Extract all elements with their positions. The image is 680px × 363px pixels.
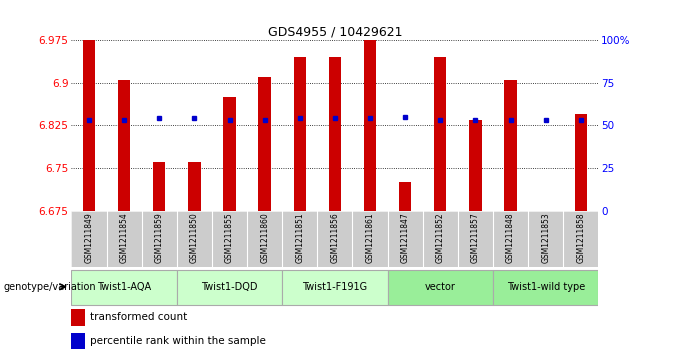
Bar bbox=[505, 80, 517, 211]
Text: Twist1-DQD: Twist1-DQD bbox=[201, 282, 258, 292]
Bar bbox=[188, 162, 201, 211]
Bar bbox=[434, 57, 447, 211]
Text: GSM1211849: GSM1211849 bbox=[84, 212, 93, 263]
Bar bbox=[258, 77, 271, 211]
Text: GSM1211860: GSM1211860 bbox=[260, 212, 269, 263]
Text: percentile rank within the sample: percentile rank within the sample bbox=[90, 336, 266, 346]
Title: GDS4955 / 10429621: GDS4955 / 10429621 bbox=[268, 26, 402, 39]
Text: genotype/variation: genotype/variation bbox=[3, 282, 96, 292]
Bar bbox=[469, 119, 481, 211]
Text: GSM1211851: GSM1211851 bbox=[295, 212, 304, 263]
Text: Twist1-F191G: Twist1-F191G bbox=[303, 282, 367, 292]
Text: GSM1211853: GSM1211853 bbox=[541, 212, 550, 263]
Text: GSM1211847: GSM1211847 bbox=[401, 212, 409, 263]
Bar bbox=[118, 80, 131, 211]
Text: Twist1-wild type: Twist1-wild type bbox=[507, 282, 585, 292]
Text: GSM1211859: GSM1211859 bbox=[155, 212, 164, 263]
Text: GSM1211858: GSM1211858 bbox=[577, 212, 585, 263]
Bar bbox=[388, 270, 493, 305]
Bar bbox=[83, 40, 95, 211]
Text: GSM1211855: GSM1211855 bbox=[225, 212, 234, 263]
Text: GSM1211856: GSM1211856 bbox=[330, 212, 339, 263]
Bar bbox=[575, 114, 587, 211]
Bar bbox=[153, 162, 165, 211]
Text: vector: vector bbox=[425, 282, 456, 292]
Bar bbox=[294, 57, 306, 211]
Text: GSM1211852: GSM1211852 bbox=[436, 212, 445, 263]
Bar bbox=[71, 309, 84, 326]
Text: transformed count: transformed count bbox=[90, 312, 187, 322]
Bar bbox=[71, 270, 177, 305]
Text: GSM1211861: GSM1211861 bbox=[366, 212, 375, 263]
Bar bbox=[282, 270, 388, 305]
Bar bbox=[539, 211, 552, 216]
Bar bbox=[328, 57, 341, 211]
Bar bbox=[177, 270, 282, 305]
Bar bbox=[223, 97, 236, 211]
Bar bbox=[493, 270, 598, 305]
Text: GSM1211848: GSM1211848 bbox=[506, 212, 515, 263]
Text: Twist1-AQA: Twist1-AQA bbox=[97, 282, 151, 292]
Bar bbox=[364, 40, 376, 211]
Bar bbox=[399, 182, 411, 211]
Text: GSM1211850: GSM1211850 bbox=[190, 212, 199, 263]
Text: GSM1211857: GSM1211857 bbox=[471, 212, 480, 263]
Bar bbox=[71, 333, 84, 349]
Text: GSM1211854: GSM1211854 bbox=[120, 212, 129, 263]
